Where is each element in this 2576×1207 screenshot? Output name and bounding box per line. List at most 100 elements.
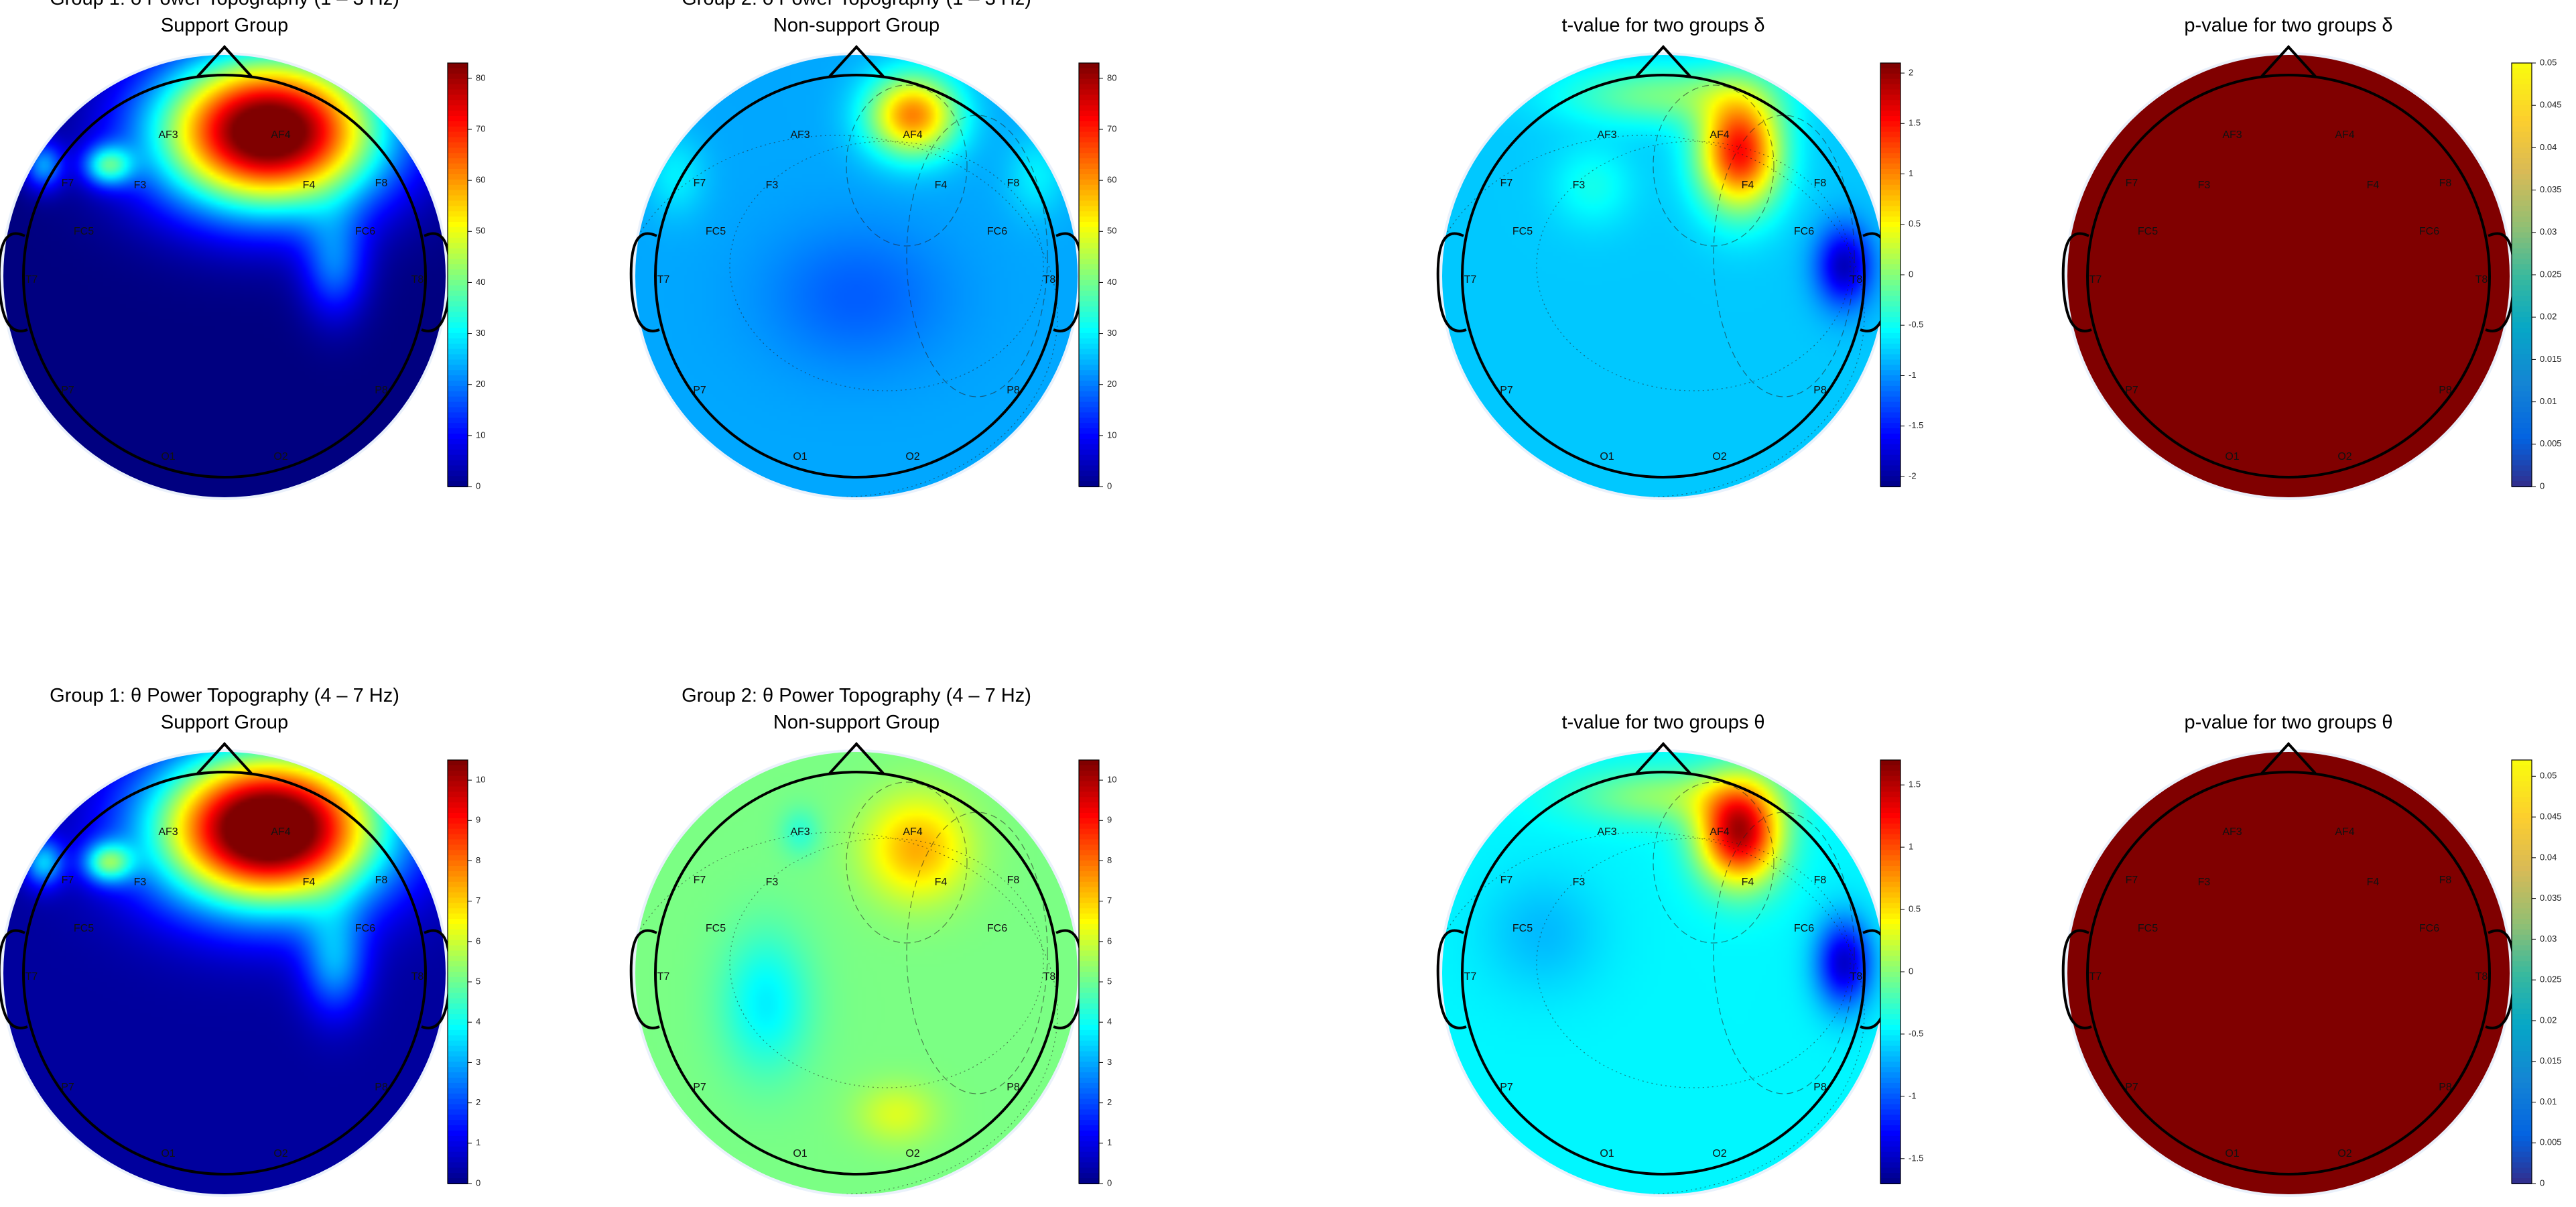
electrode-label-f7: F7 — [1500, 875, 1513, 886]
electrode-label-af4: AF4 — [903, 826, 922, 838]
colorbar-segment — [448, 412, 468, 419]
colorbar-tick-label: 3 — [1107, 1057, 1112, 1067]
colorbar-segment — [1079, 89, 1099, 96]
colorbar-segment — [1079, 1157, 1099, 1163]
electrode-label-p7: P7 — [2125, 385, 2138, 396]
colorbar-segment — [1880, 269, 1901, 275]
colorbar-segment — [1880, 153, 1901, 160]
colorbar-segment — [448, 116, 468, 122]
colorbar-segment — [448, 317, 468, 324]
colorbar-segment — [1880, 850, 1901, 856]
plot-subtitle: Non-support Group — [773, 712, 940, 733]
colorbar-segment — [448, 476, 468, 483]
colorbar-segment — [1880, 418, 1901, 424]
colorbar-segment — [1079, 206, 1099, 212]
colorbar-segment — [1880, 1072, 1901, 1078]
colorbar-segment — [1079, 1125, 1099, 1131]
plot-title: Group 1: δ Power Topography (1 – 3 Hz) — [50, 0, 399, 9]
colorbar-segment — [448, 1098, 468, 1105]
colorbar-segment — [1079, 312, 1099, 318]
colorbar-segment — [1079, 1098, 1099, 1105]
colorbar-segment — [1880, 1067, 1901, 1074]
colorbar-segment — [448, 1093, 468, 1100]
colorbar-segment — [1079, 296, 1099, 302]
colorbar-segment — [448, 1178, 468, 1184]
colorbar-segment — [1880, 158, 1901, 165]
colorbar-segment — [2512, 68, 2532, 74]
colorbar-segment — [1880, 111, 1901, 117]
colorbar-segment — [1880, 147, 1901, 154]
colorbar-segment — [448, 237, 468, 244]
colorbar-segment — [1880, 786, 1901, 793]
colorbar-tick-label: 5 — [1107, 976, 1112, 986]
colorbar-segment — [448, 306, 468, 313]
colorbar-segment — [1880, 887, 1901, 893]
colorbar-segment — [2512, 312, 2532, 318]
colorbar: -2 -1.5 -1 -0.5 0 0.5 1 1.5 2 — [1880, 62, 1923, 487]
colorbar-tick-label: 0.005 — [2540, 1137, 2562, 1147]
colorbar-segment — [1079, 100, 1099, 107]
colorbar-segment — [1079, 264, 1099, 271]
colorbar-segment — [448, 396, 468, 403]
electrode-label-o1: O1 — [161, 1148, 175, 1159]
colorbar-segment — [448, 828, 468, 835]
colorbar-segment — [1079, 786, 1099, 793]
colorbar-segment — [2512, 1014, 2532, 1021]
colorbar-tick-label: -2 — [1909, 470, 1917, 481]
colorbar-segment — [1880, 797, 1901, 804]
colorbar-segment — [2512, 818, 2532, 824]
colorbar-segment — [1880, 892, 1901, 899]
colorbar-segment — [448, 243, 468, 249]
colorbar-tick-label: 30 — [1107, 328, 1116, 338]
colorbar-tick-label: -0.5 — [1909, 1028, 1923, 1038]
colorbar-segment — [1880, 1131, 1901, 1137]
colorbar-segment — [1079, 348, 1099, 355]
electrode-label-f3: F3 — [2198, 180, 2211, 191]
colorbar-segment — [1880, 84, 1901, 90]
electrode-label-t7: T7 — [2089, 274, 2102, 285]
colorbar-segment — [1880, 987, 1901, 994]
colorbar-segment — [2512, 296, 2532, 302]
colorbar-tick-label: 60 — [1107, 175, 1116, 185]
colorbar-segment — [448, 296, 468, 302]
colorbar-segment — [2512, 179, 2532, 186]
colorbar-segment — [1079, 147, 1099, 154]
electrode-label-fc6: FC6 — [1794, 226, 1814, 237]
electrode-label-t8: T8 — [1850, 971, 1863, 982]
colorbar-segment — [448, 126, 468, 133]
colorbar-tick-label: 40 — [1107, 277, 1116, 287]
colorbar-segment — [1880, 770, 1901, 777]
colorbar-tick-label: 10 — [1107, 430, 1116, 440]
colorbar-segment — [2512, 950, 2532, 957]
colorbar-segment — [1880, 237, 1901, 244]
electrode-label-af3: AF3 — [790, 129, 810, 141]
electrode-label-f7: F7 — [694, 875, 706, 886]
electrode-label-fc5: FC5 — [1512, 226, 1533, 237]
colorbar-segment — [448, 813, 468, 819]
colorbar-segment — [448, 818, 468, 824]
colorbar-segment — [1079, 1146, 1099, 1153]
colorbar-segment — [2512, 428, 2532, 434]
colorbar-segment — [1079, 982, 1099, 989]
colorbar-segment — [448, 434, 468, 440]
colorbar-segment — [448, 121, 468, 127]
colorbar-segment — [448, 89, 468, 96]
colorbar-segment — [448, 786, 468, 793]
topoplot-p11: AF3 AF4 F7 F8 F3 F4 FC5 FC6 T7 T8 P7 P8 O1 O2 Group 1:… — [0, 0, 485, 500]
colorbar-segment — [1079, 1040, 1099, 1047]
colorbar-segment — [1880, 1088, 1901, 1094]
electrode-label-o2: O2 — [905, 1148, 919, 1159]
contour-lines — [635, 781, 1058, 1194]
electrode-label-f3: F3 — [1573, 180, 1586, 191]
colorbar-tick-label: 0 — [2540, 481, 2545, 491]
colorbar-segment — [1880, 1078, 1901, 1084]
colorbar-segment — [448, 206, 468, 212]
colorbar-segment — [2512, 121, 2532, 127]
colorbar-segment — [448, 100, 468, 107]
electrode-label-f3: F3 — [2198, 877, 2211, 888]
colorbar-segment — [448, 253, 468, 260]
colorbar-segment — [448, 876, 468, 883]
colorbar-segment — [448, 227, 468, 233]
colorbar-tick-label: -0.5 — [1909, 320, 1923, 330]
colorbar-segment — [1880, 1141, 1901, 1147]
